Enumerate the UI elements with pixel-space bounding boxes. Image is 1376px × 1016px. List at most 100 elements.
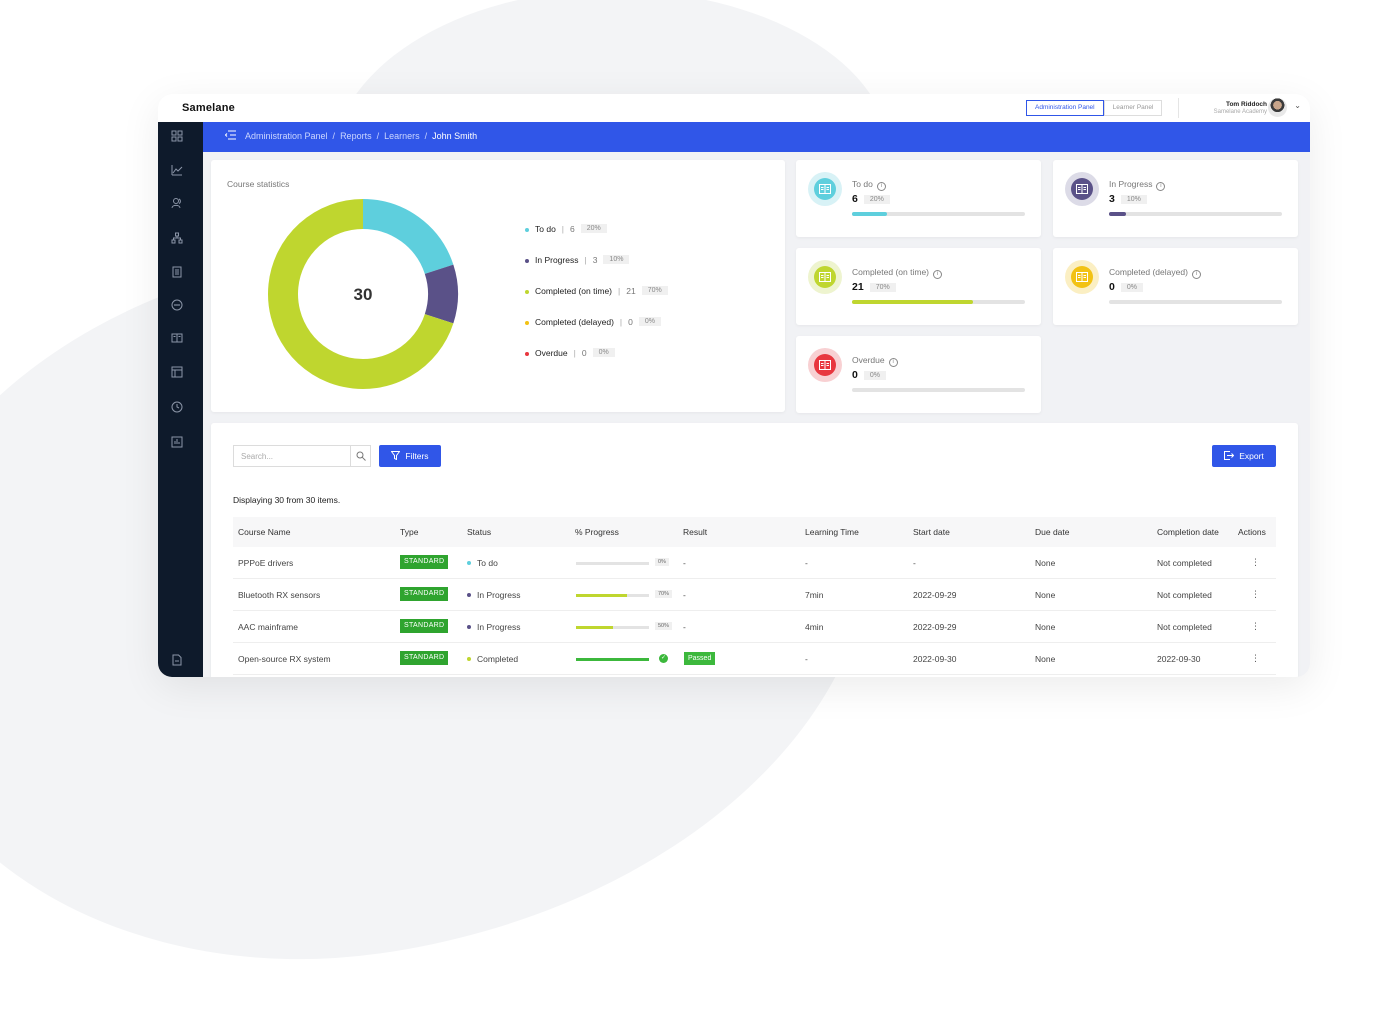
result-cell: -	[683, 622, 686, 632]
legend-separator: |	[561, 224, 565, 234]
column-header[interactable]: Course Name	[238, 527, 291, 537]
stat-label: To do i	[852, 179, 886, 191]
due-date: None	[1035, 654, 1056, 664]
info-icon[interactable]: i	[933, 270, 943, 279]
logo: Samelane	[182, 102, 235, 114]
breadcrumb-admin[interactable]: Administration Panel	[245, 131, 328, 141]
card-title: Course statistics	[227, 179, 290, 189]
structure-icon[interactable]	[171, 232, 183, 244]
status-cell: In Progress	[467, 622, 520, 632]
app-window: Samelane Administration Panel Learner Pa…	[158, 94, 1310, 677]
chart-icon[interactable]	[171, 164, 183, 176]
completion-date: Not completed	[1157, 622, 1212, 632]
column-header[interactable]: Result	[683, 527, 708, 537]
info-icon[interactable]: i	[888, 358, 898, 367]
column-header[interactable]: Completion date	[1157, 527, 1219, 537]
progress-bar	[576, 562, 649, 565]
course-name[interactable]: AAC mainframe	[238, 622, 298, 632]
chat-icon[interactable]	[171, 299, 183, 311]
info-icon[interactable]: i	[1191, 270, 1201, 279]
table-row[interactable]: Bluetooth RX sensors STANDARD In Progress 7…	[233, 579, 1276, 611]
book-icon	[1071, 266, 1093, 288]
table-row[interactable]: Open-source RX system STANDARD Completed ✓ P…	[233, 643, 1276, 675]
report-icon[interactable]	[171, 436, 183, 448]
legend-item: To do | 6 20%	[525, 224, 668, 255]
users-icon[interactable]	[171, 197, 183, 209]
filters-button[interactable]: Filters	[379, 445, 441, 467]
info-icon[interactable]: i	[876, 182, 886, 191]
dashboard-icon[interactable]	[171, 130, 183, 142]
chevron-down-icon[interactable]: ⌄	[1294, 101, 1301, 110]
breadcrumb-learners[interactable]: Learners	[384, 131, 420, 141]
more-actions-icon[interactable]: ⋮	[1251, 557, 1260, 567]
export-button[interactable]: Export	[1212, 445, 1276, 467]
start-date: 2022-09-29	[913, 622, 957, 632]
table-row[interactable]: PPPoE drivers STANDARD To do 0% - - - None Not c…	[233, 547, 1276, 579]
breadcrumb-reports[interactable]: Reports	[340, 131, 372, 141]
avatar[interactable]	[1268, 98, 1287, 117]
menu-toggle-icon[interactable]	[224, 130, 236, 143]
column-header: Actions	[1238, 527, 1266, 537]
legend-label: In Progress	[535, 255, 579, 265]
column-header[interactable]: % Progress	[575, 527, 619, 537]
progress-bar	[576, 626, 649, 629]
export-label: Export	[1239, 451, 1264, 461]
type-badge: STANDARD	[400, 651, 449, 665]
panel-switch: Administration Panel Learner Panel	[1026, 100, 1163, 116]
admin-panel-button[interactable]: Administration Panel	[1026, 100, 1104, 116]
course-name[interactable]: PPPoE drivers	[238, 558, 294, 568]
legend-count: 3	[592, 255, 598, 265]
stat-card-completed-delayed: Completed (delayed) i 0 0%	[1053, 248, 1298, 325]
search-input[interactable]	[234, 446, 350, 466]
legend-label: Overdue	[535, 348, 568, 358]
column-header[interactable]: Learning Time	[805, 527, 859, 537]
stat-card-todo: To do i 6 20%	[796, 160, 1041, 237]
book-icon[interactable]	[171, 332, 183, 344]
book-icon	[1071, 178, 1093, 200]
result-badge: Passed	[684, 652, 716, 665]
board-icon[interactable]	[171, 366, 183, 378]
legend-item: Completed (on time) | 21 70%	[525, 286, 668, 317]
result-cell: -	[683, 558, 686, 568]
stat-progress-bar	[852, 388, 1025, 392]
stat-label: Overdue i	[852, 355, 898, 367]
more-actions-icon[interactable]: ⋮	[1251, 589, 1260, 599]
type-badge: STANDARD	[400, 555, 449, 569]
legend-dot	[525, 228, 529, 232]
column-header[interactable]: Status	[467, 527, 492, 537]
stat-icon-ring	[808, 172, 842, 206]
stat-value: 0 0%	[852, 369, 886, 381]
stat-value: 21 70%	[852, 281, 896, 293]
course-name[interactable]: Bluetooth RX sensors	[238, 590, 321, 600]
table-row[interactable]: AAC mainframe STANDARD In Progress 50% - 4min…	[233, 611, 1276, 643]
more-actions-icon[interactable]: ⋮	[1251, 653, 1260, 663]
legend-percent: 70%	[641, 286, 668, 295]
learning-time: 4min	[805, 622, 824, 632]
column-header[interactable]: Due date	[1035, 527, 1070, 537]
column-header[interactable]: Type	[400, 527, 419, 537]
legend-percent: 20%	[580, 224, 607, 233]
search-icon[interactable]	[350, 446, 370, 466]
legend-dot	[525, 352, 529, 356]
info-icon[interactable]: i	[1156, 182, 1166, 191]
learning-time: 7min	[805, 590, 824, 600]
table-header: Course Name Type Status % Progress Resul…	[233, 517, 1276, 547]
status-dot	[467, 657, 471, 661]
course-name[interactable]: Open-source RX system	[238, 654, 331, 664]
status-dot	[467, 561, 471, 565]
more-actions-icon[interactable]: ⋮	[1251, 621, 1260, 631]
legend-label: Completed (on time)	[535, 286, 613, 296]
learner-panel-button[interactable]: Learner Panel	[1103, 100, 1163, 116]
clock-icon[interactable]	[171, 401, 183, 413]
document-icon[interactable]	[171, 266, 183, 278]
displaying-count: Displaying 30 from 30 items.	[233, 495, 341, 505]
file-icon[interactable]	[171, 654, 183, 666]
column-header[interactable]: Start date	[913, 527, 950, 537]
donut-chart: 30	[268, 199, 458, 389]
check-icon: ✓	[659, 654, 668, 663]
export-icon	[1224, 450, 1235, 462]
status-cell: Completed	[467, 654, 518, 664]
stat-progress-bar	[1109, 300, 1282, 304]
user-menu[interactable]: Tom Riddoch Samelane Academy ⌄	[1178, 98, 1303, 118]
status-cell: To do	[467, 558, 498, 568]
